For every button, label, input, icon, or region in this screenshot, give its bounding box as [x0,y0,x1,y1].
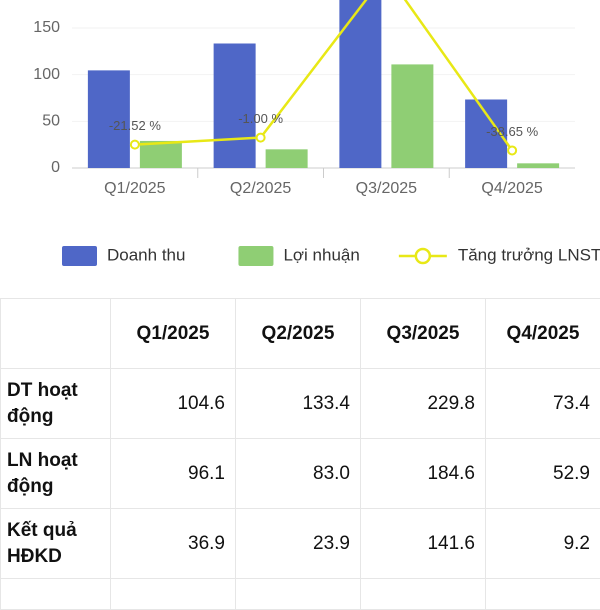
y-tick-label: 0 [51,159,60,176]
cell [236,579,361,610]
cell: 23.9 [236,509,361,579]
x-tick-label: Q2/2025 [230,180,291,197]
line-point [508,146,516,154]
line-point [257,134,265,142]
cell: 229.8 [361,369,486,439]
cell: 9.2 [486,509,600,579]
cell: 96.1 [111,439,236,509]
legend-label: Lợi nhuận [283,245,359,264]
y-tick-label: 50 [42,113,60,130]
bar [517,163,559,168]
x-tick-label: Q3/2025 [356,180,417,197]
line [135,0,512,150]
column-header: Q2/2025 [236,299,361,369]
data-label: -1.00 % [238,111,283,126]
x-tick-label: Q1/2025 [104,180,165,197]
column-header: Q1/2025 [111,299,236,369]
x-tick-label: Q4/2025 [481,180,542,197]
column-header: Q4/2025 [486,299,600,369]
cell [486,579,600,610]
cell: 104.6 [111,369,236,439]
row-label: DT hoạt động [1,369,111,439]
cell: 73.4 [486,369,600,439]
bar [391,64,433,168]
data-label: -38.65 % [486,124,538,139]
cell: 184.6 [361,439,486,509]
y-tick-label: 150 [33,19,60,36]
chart: 0 50 100 150 Q1/2025 Q2/2025 Q3/2025 Q4/2025 -21… [0,0,600,298]
line-point [131,141,139,149]
cell: 141.6 [361,509,486,579]
bar [266,149,308,168]
bar [214,43,256,168]
cell: 52.9 [486,439,600,509]
y-tick-label: 100 [33,66,60,83]
cell: 36.9 [111,509,236,579]
legend-swatch [62,246,97,266]
legend-label: Doanh thu [107,245,185,264]
cell: 133.4 [236,369,361,439]
cell: 83.0 [236,439,361,509]
table-row [1,579,600,610]
column-header: Q3/2025 [361,299,486,369]
cell [361,579,486,610]
data-label: -21.52 % [109,118,161,133]
cell [111,579,236,610]
legend-label: Tăng trưởng LNST [458,245,600,264]
legend-swatch [238,246,273,266]
row-label: LN hoạt động [1,439,111,509]
corner-cell [1,299,111,369]
legend-swatch [416,249,430,263]
row-label: Kết quả HĐKD [1,509,111,579]
cell [1,579,111,610]
